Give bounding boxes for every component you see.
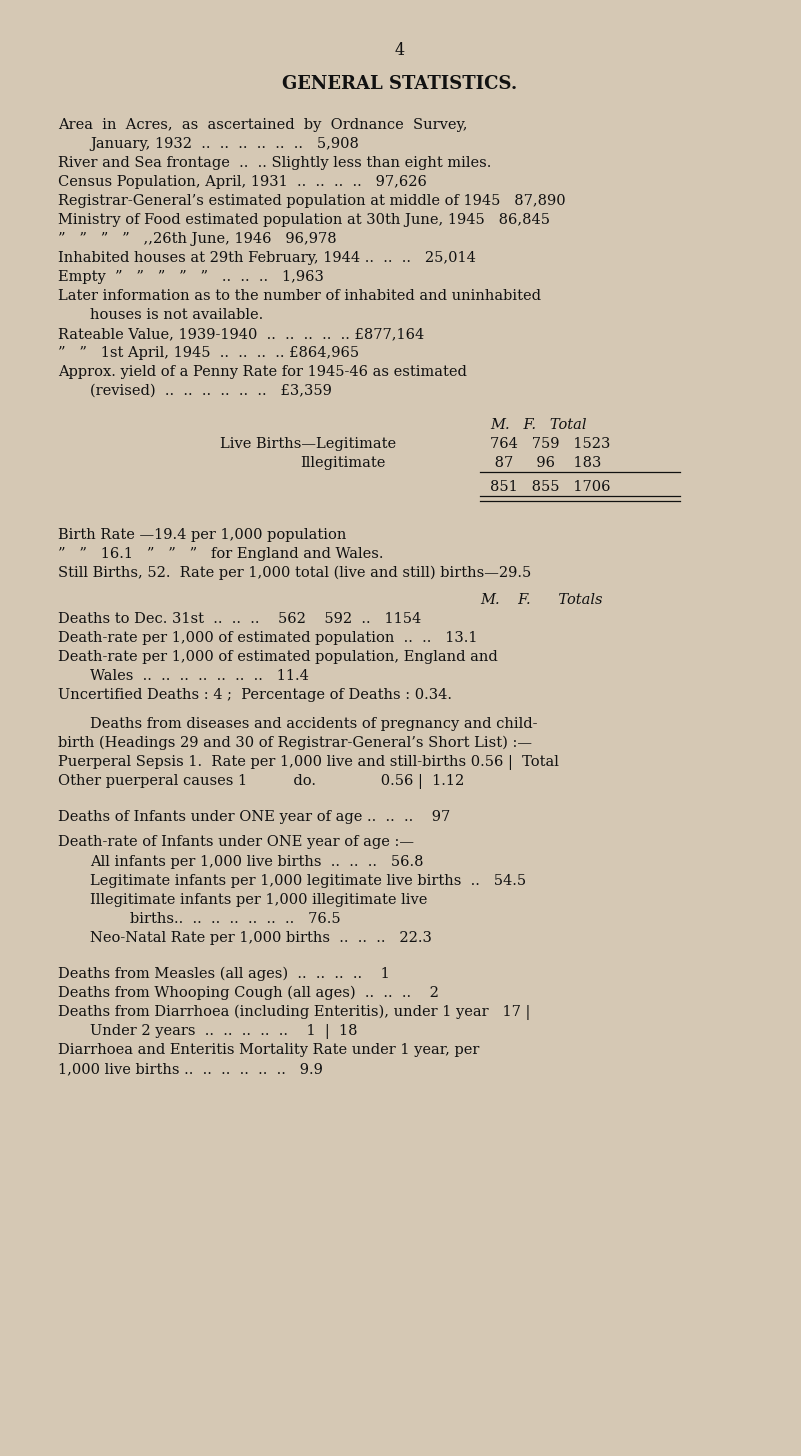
- Text: Illegitimate: Illegitimate: [300, 456, 385, 470]
- Text: Empty  ”   ”   ”   ”   ”   ..  ..  ..   1,963: Empty ” ” ” ” ” .. .. .. 1,963: [58, 269, 324, 284]
- Text: 4: 4: [395, 42, 405, 60]
- Text: ”   ”   16.1   ”   ”   ”   for England and Wales.: ” ” 16.1 ” ” ” for England and Wales.: [58, 547, 384, 561]
- Text: M.    F.      Totals: M. F. Totals: [480, 593, 602, 607]
- Text: 851   855   1706: 851 855 1706: [490, 480, 610, 494]
- Text: All infants per 1,000 live births  ..  ..  ..   56.8: All infants per 1,000 live births .. .. …: [90, 855, 424, 869]
- Text: Rateable Value, 1939-1940  ..  ..  ..  ..  .. £877,164: Rateable Value, 1939-1940 .. .. .. .. ..…: [58, 328, 425, 341]
- Text: Still Births, 52.  Rate per 1,000 total (live and still) births—29.5: Still Births, 52. Rate per 1,000 total (…: [58, 566, 531, 581]
- Text: Other puerperal causes 1          do.              0.56 |  1.12: Other puerperal causes 1 do. 0.56 | 1.12: [58, 775, 465, 789]
- Text: ”   ”   ”   ”   ,,26th June, 1946   96,978: ” ” ” ” ,,26th June, 1946 96,978: [58, 232, 336, 246]
- Text: Ministry of Food estimated population at 30th June, 1945   86,845: Ministry of Food estimated population at…: [58, 213, 550, 227]
- Text: Birth Rate —19.4 per 1,000 population: Birth Rate —19.4 per 1,000 population: [58, 529, 346, 542]
- Text: Approx. yield of a Penny Rate for 1945-46 as estimated: Approx. yield of a Penny Rate for 1945-4…: [58, 365, 467, 379]
- Text: Live Births—Legitimate: Live Births—Legitimate: [220, 437, 396, 451]
- Text: Registrar-General’s estimated population at middle of 1945   87,890: Registrar-General’s estimated population…: [58, 194, 566, 208]
- Text: Under 2 years  ..  ..  ..  ..  ..    1  |  18: Under 2 years .. .. .. .. .. 1 | 18: [90, 1024, 357, 1040]
- Text: Death-rate per 1,000 of estimated population  ..  ..   13.1: Death-rate per 1,000 of estimated popula…: [58, 630, 477, 645]
- Text: GENERAL STATISTICS.: GENERAL STATISTICS.: [283, 76, 517, 93]
- Text: 1,000 live births ..  ..  ..  ..  ..  ..   9.9: 1,000 live births .. .. .. .. .. .. 9.9: [58, 1061, 323, 1076]
- Text: Death-rate per 1,000 of estimated population, England and: Death-rate per 1,000 of estimated popula…: [58, 649, 497, 664]
- Text: Census Population, April, 1931  ..  ..  ..  ..   97,626: Census Population, April, 1931 .. .. .. …: [58, 175, 427, 189]
- Text: Diarrhoea and Enteritis Mortality Rate under 1 year, per: Diarrhoea and Enteritis Mortality Rate u…: [58, 1042, 479, 1057]
- Text: Area  in  Acres,  as  ascertained  by  Ordnance  Survey,: Area in Acres, as ascertained by Ordnanc…: [58, 118, 468, 132]
- Text: River and Sea frontage  ..  .. Slightly less than eight miles.: River and Sea frontage .. .. Slightly le…: [58, 156, 491, 170]
- Text: houses is not available.: houses is not available.: [90, 309, 264, 322]
- Text: Wales  ..  ..  ..  ..  ..  ..  ..   11.4: Wales .. .. .. .. .. .. .. 11.4: [90, 668, 309, 683]
- Text: Legitimate infants per 1,000 legitimate live births  ..   54.5: Legitimate infants per 1,000 legitimate …: [90, 874, 526, 888]
- Text: Puerperal Sepsis 1.  Rate per 1,000 live and still-births 0.56 |  Total: Puerperal Sepsis 1. Rate per 1,000 live …: [58, 756, 559, 770]
- Text: Deaths from Diarrhoea (including Enteritis), under 1 year   17 |: Deaths from Diarrhoea (including Enterit…: [58, 1005, 530, 1021]
- Text: 87     96    183: 87 96 183: [490, 456, 602, 470]
- Text: Deaths to Dec. 31st  ..  ..  ..    562    592  ..   1154: Deaths to Dec. 31st .. .. .. 562 592 .. …: [58, 612, 421, 626]
- Text: January, 1932  ..  ..  ..  ..  ..  ..   5,908: January, 1932 .. .. .. .. .. .. 5,908: [90, 137, 359, 151]
- Text: birth (Headings 29 and 30 of Registrar-General’s Short List) :—: birth (Headings 29 and 30 of Registrar-G…: [58, 735, 532, 750]
- Text: Uncertified Deaths : 4 ;  Percentage of Deaths : 0.34.: Uncertified Deaths : 4 ; Percentage of D…: [58, 689, 452, 702]
- Text: Illegitimate infants per 1,000 illegitimate live: Illegitimate infants per 1,000 illegitim…: [90, 893, 428, 907]
- Text: Deaths from Whooping Cough (all ages)  ..  ..  ..    2: Deaths from Whooping Cough (all ages) ..…: [58, 986, 439, 1000]
- Text: ”   ”   1st April, 1945  ..  ..  ..  .. £864,965: ” ” 1st April, 1945 .. .. .. .. £864,965: [58, 347, 359, 360]
- Text: Death-rate of Infants under ONE year of age :—: Death-rate of Infants under ONE year of …: [58, 834, 414, 849]
- Text: 764   759   1523: 764 759 1523: [490, 437, 610, 451]
- Text: M.   F.   Total: M. F. Total: [490, 418, 586, 432]
- Text: Neo-Natal Rate per 1,000 births  ..  ..  ..   22.3: Neo-Natal Rate per 1,000 births .. .. ..…: [90, 930, 432, 945]
- Text: Deaths of Infants under ONE year of age ..  ..  ..    97: Deaths of Infants under ONE year of age …: [58, 810, 450, 824]
- Text: births..  ..  ..  ..  ..  ..  ..   76.5: births.. .. .. .. .. .. .. 76.5: [130, 911, 340, 926]
- Text: (revised)  ..  ..  ..  ..  ..  ..   £3,359: (revised) .. .. .. .. .. .. £3,359: [90, 384, 332, 397]
- Text: Deaths from Measles (all ages)  ..  ..  ..  ..    1: Deaths from Measles (all ages) .. .. .. …: [58, 967, 390, 981]
- Text: Deaths from diseases and accidents of pregnancy and child-: Deaths from diseases and accidents of pr…: [90, 716, 537, 731]
- Text: Later information as to the number of inhabited and uninhabited: Later information as to the number of in…: [58, 288, 541, 303]
- Text: Inhabited houses at 29th February, 1944 ..  ..  ..   25,014: Inhabited houses at 29th February, 1944 …: [58, 250, 476, 265]
